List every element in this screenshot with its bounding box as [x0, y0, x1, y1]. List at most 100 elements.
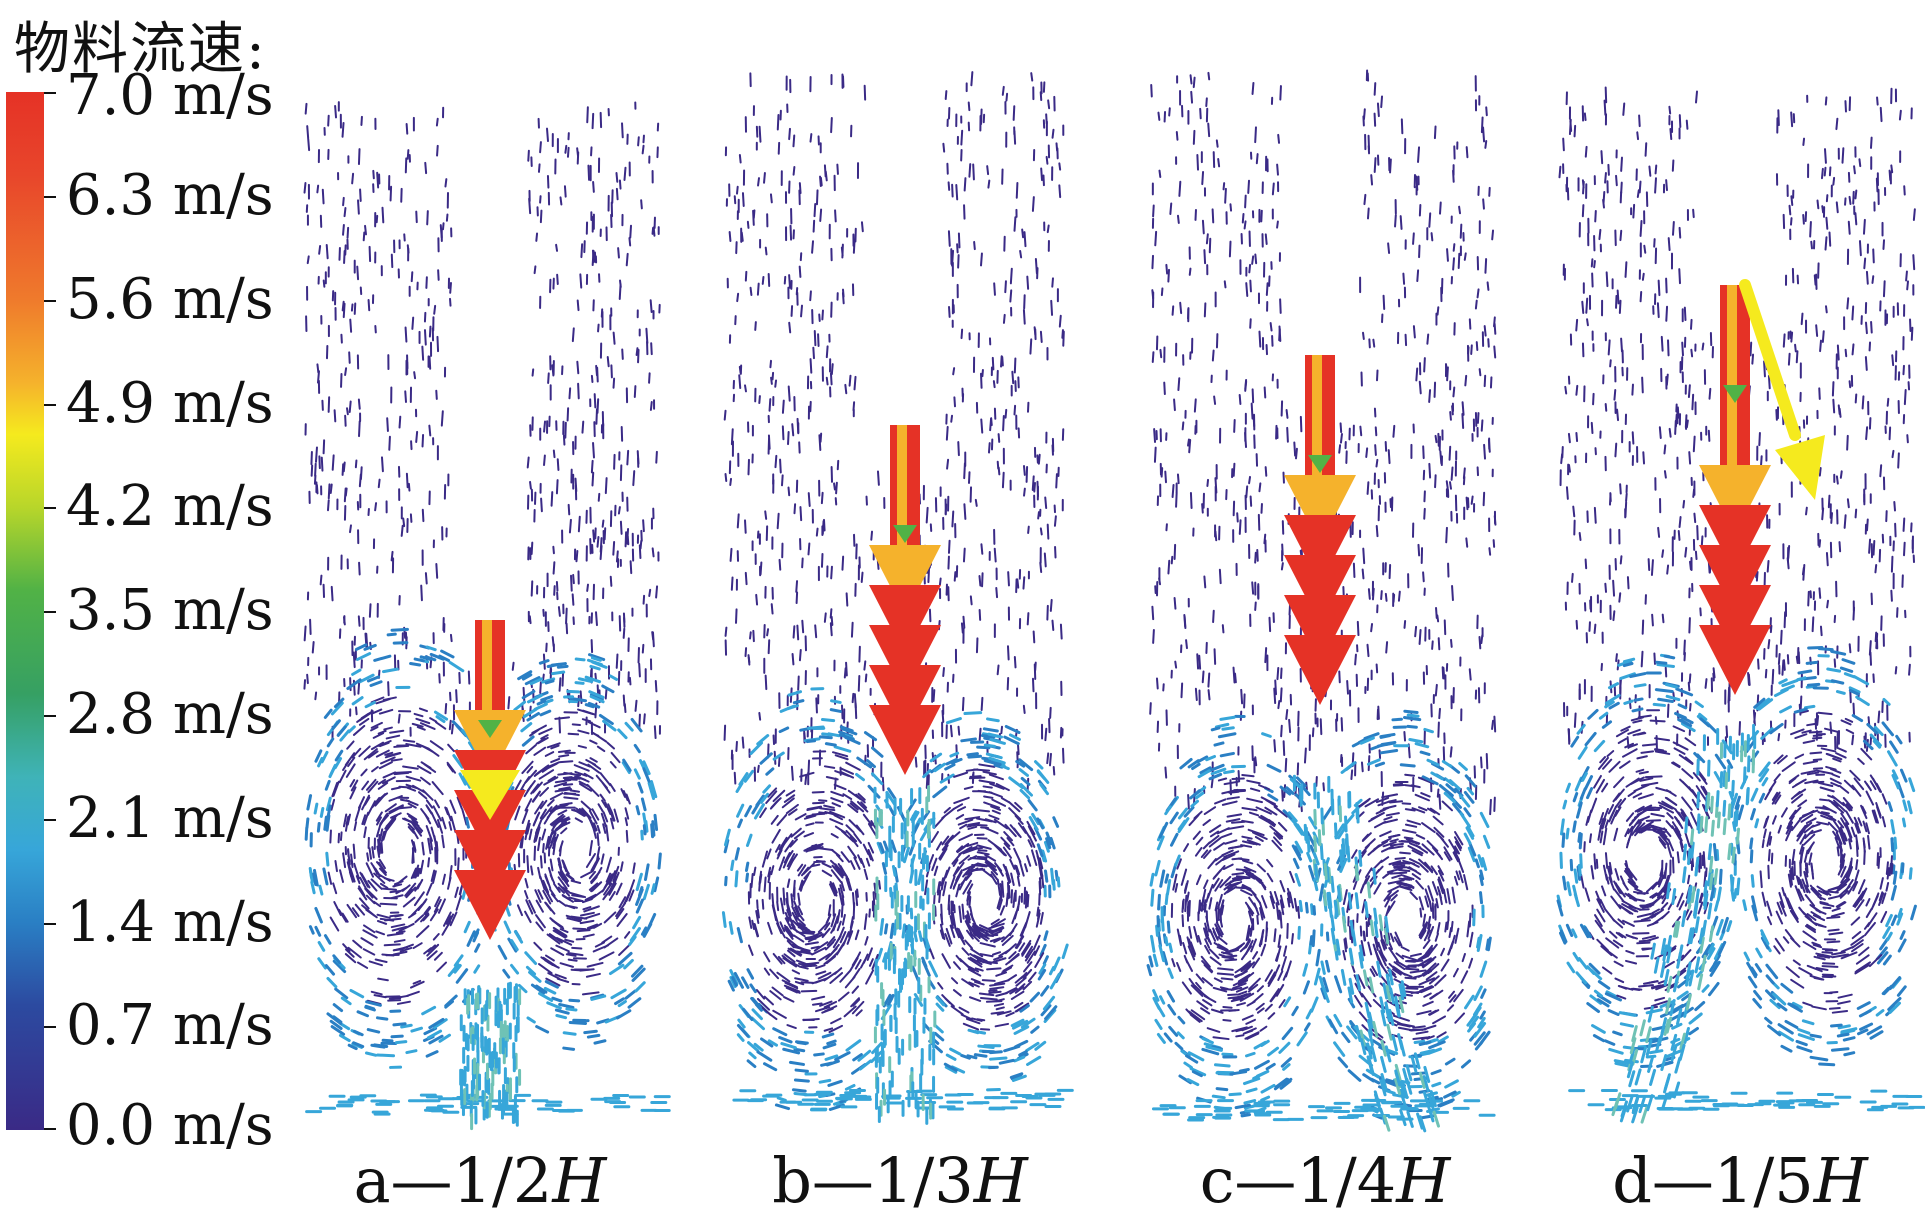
- flow-vector: [1306, 903, 1307, 912]
- flow-vector: [971, 858, 987, 859]
- flow-vector: [1037, 856, 1040, 866]
- flow-vector: [1187, 893, 1188, 901]
- flow-vector: [649, 373, 650, 382]
- flow-vector: [798, 1043, 806, 1044]
- flow-vector: [1250, 281, 1251, 292]
- flow-vector: [839, 993, 849, 1001]
- flow-vector: [813, 814, 825, 815]
- flow-vector: [1285, 998, 1290, 1006]
- flow-vector: [965, 787, 973, 789]
- flow-vector: [635, 770, 639, 778]
- flow-vector: [1217, 1073, 1229, 1074]
- flow-vector: [1148, 966, 1151, 975]
- flow-vector: [836, 483, 837, 494]
- flow-vector: [625, 932, 629, 938]
- flow-vector: [1255, 255, 1256, 264]
- flow-vector: [739, 375, 740, 388]
- flow-vector: [958, 442, 959, 455]
- flow-vector: [422, 347, 423, 360]
- flow-vector: [1205, 904, 1206, 912]
- flow-vector: [1438, 723, 1439, 737]
- flow-vector: [1025, 232, 1026, 246]
- flow-vector: [934, 690, 935, 701]
- flow-vector: [1208, 73, 1209, 79]
- flow-vector: [525, 912, 531, 923]
- flow-vector: [572, 881, 580, 883]
- flow-vector: [770, 399, 771, 411]
- flow-vector: [969, 164, 970, 177]
- flow-vector: [947, 1055, 955, 1059]
- flow-vector: [445, 179, 446, 186]
- flow-vector: [1250, 319, 1251, 328]
- flow-vector: [1245, 382, 1246, 391]
- flow-vector: [1017, 183, 1018, 198]
- flow-vector: [842, 893, 843, 905]
- flow-vector: [1268, 765, 1280, 771]
- flow-vector: [1189, 927, 1191, 938]
- flow-vector: [1389, 450, 1390, 463]
- flow-vector: [1207, 480, 1208, 486]
- flow-vector: [1178, 475, 1179, 484]
- flow-vector: [1220, 570, 1221, 583]
- flow-vector: [1022, 229, 1023, 237]
- flow-vector: [636, 701, 637, 711]
- flow-vector: [765, 1064, 776, 1070]
- flow-vector: [824, 806, 834, 808]
- flow-vector: [1180, 303, 1181, 313]
- flow-vector: [1252, 404, 1253, 419]
- flow-vector: [400, 417, 401, 428]
- flow-vector: [555, 717, 569, 718]
- flow-vector: [1488, 282, 1489, 290]
- flow-vector: [1222, 834, 1231, 837]
- flow-vector: [1063, 749, 1064, 763]
- flow-vector: [980, 610, 981, 620]
- flow-vector: [1317, 950, 1319, 965]
- flow-vector: [763, 852, 767, 867]
- flow-vector: [1000, 1060, 1013, 1063]
- flow-vector: [538, 838, 540, 850]
- flow-vector: [571, 790, 579, 791]
- flow-vector: [978, 747, 989, 748]
- flow-vector: [570, 520, 571, 533]
- flow-vector: [932, 832, 938, 842]
- flow-vector: [1286, 759, 1287, 771]
- flow-vector: [1236, 1035, 1243, 1036]
- flow-vector: [1028, 895, 1029, 906]
- flow-vector: [1027, 277, 1028, 289]
- flow-vector: [644, 814, 646, 823]
- flow-vector: [767, 629, 768, 635]
- flow-vector: [369, 300, 370, 310]
- flow-vector: [949, 905, 950, 914]
- flow-vector: [581, 244, 582, 257]
- flow-vector: [842, 248, 843, 256]
- flow-vector: [316, 908, 322, 922]
- flow-vector: [1245, 196, 1246, 208]
- flow-vector: [656, 452, 657, 463]
- flow-vector: [328, 739, 333, 746]
- flow-vector: [864, 661, 865, 669]
- flow-vector: [561, 929, 568, 932]
- flow-vector: [546, 752, 553, 756]
- flow-vector: [792, 424, 793, 435]
- flow-vector: [1296, 449, 1297, 459]
- flow-vector: [738, 929, 741, 942]
- flow-vector: [820, 1080, 830, 1082]
- flow-vector: [1438, 307, 1439, 314]
- flow-vector: [732, 861, 733, 869]
- flow-vector: [1183, 915, 1184, 926]
- flow-vector: [1373, 340, 1374, 347]
- flow-vector: [770, 361, 771, 367]
- flow-vector: [1250, 813, 1258, 816]
- flow-vector: [793, 654, 794, 664]
- flow-vector: [747, 835, 751, 845]
- flow-vector: [767, 769, 773, 774]
- flow-vector: [354, 1031, 362, 1034]
- flow-vector: [815, 331, 816, 345]
- flow-vector: [359, 421, 360, 436]
- flow-vector: [534, 748, 545, 755]
- flow-vector: [343, 198, 344, 205]
- flow-vector: [1403, 274, 1404, 284]
- flow-vector: [797, 593, 798, 603]
- flow-vector: [855, 377, 856, 389]
- flow-vector: [389, 437, 390, 450]
